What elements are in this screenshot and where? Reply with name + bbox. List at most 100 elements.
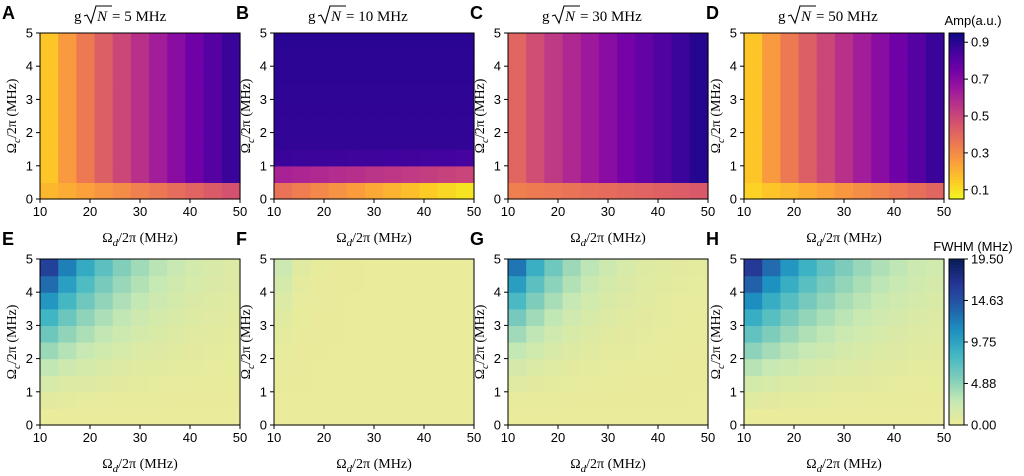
heatmap-cell <box>203 182 223 200</box>
heatmap-cell <box>925 116 945 134</box>
heatmap-cell <box>889 325 909 343</box>
colorbar-segment <box>949 344 964 349</box>
title-suffix: = 30 MHz <box>580 9 642 25</box>
heatmap-cell <box>130 292 150 310</box>
heatmap-cell <box>401 375 421 393</box>
heatmap-cell <box>580 308 600 326</box>
y-tick-label: 5 <box>26 26 33 41</box>
heatmap-cell <box>889 49 909 67</box>
heatmap-cell <box>167 182 187 200</box>
heatmap-cell <box>544 49 564 67</box>
heatmap-cell <box>310 165 330 183</box>
heatmap-cell <box>419 308 439 326</box>
panel-B: 10 20 30 40 50 0 1 2 3 4 5 Ωd/2π (MHz) Ωc/2π (MHz) B g… <box>236 3 481 249</box>
heatmap-cell <box>671 375 691 393</box>
heatmap-cell <box>167 375 187 393</box>
heatmap-cell <box>383 149 402 167</box>
heatmap-cell <box>834 342 854 360</box>
heatmap-cell <box>149 342 168 360</box>
heatmap-cell <box>853 391 872 409</box>
heatmap-cell <box>112 358 132 376</box>
heatmap-cell <box>853 275 872 293</box>
colorbar-segment <box>949 85 964 89</box>
colorbar-segment <box>949 185 964 189</box>
heatmap-cell <box>383 99 402 117</box>
heatmap-cell <box>401 132 421 150</box>
heatmap-cell <box>94 308 114 326</box>
x-tick-label: 20 <box>83 204 97 219</box>
heatmap-cell <box>689 165 709 183</box>
heatmap-cell <box>562 33 582 51</box>
heatmap-cell <box>310 33 330 51</box>
heatmap-cell <box>689 149 709 167</box>
heatmap-cell <box>780 292 800 310</box>
colorbar-segment <box>949 171 964 175</box>
colorbar-tick-label: 19.50 <box>971 252 1004 267</box>
heatmap-cell <box>130 358 150 376</box>
heatmap-cell <box>526 82 545 100</box>
x-tick-label: 30 <box>133 204 147 219</box>
heatmap-cell <box>780 66 800 84</box>
heatmap-cell <box>780 375 800 393</box>
heatmap-cell <box>292 33 311 51</box>
heatmap-cell <box>76 116 96 134</box>
heatmap-cell <box>310 292 330 310</box>
heatmap-cell <box>834 99 854 117</box>
heatmap-cell <box>346 149 366 167</box>
heatmap-cell <box>94 408 114 426</box>
heatmap-cell <box>780 33 800 51</box>
amp-colorbar: 0.1 0.3 0.5 0.7 0.9 Amp(a.u.) <box>944 13 1002 200</box>
heatmap-cell <box>780 165 800 183</box>
heatmap-cell <box>508 33 527 51</box>
heatmap-cell <box>455 325 475 343</box>
heatmap-cell <box>580 375 600 393</box>
y-tick-label: 0 <box>730 192 737 207</box>
heatmap-cell <box>185 49 205 67</box>
heatmap-cell <box>889 182 909 200</box>
heatmap-cell <box>762 292 781 310</box>
heatmap-cell <box>798 149 818 167</box>
heatmap-cell <box>455 342 475 360</box>
heatmap-cell <box>149 149 168 167</box>
heatmap-cell <box>671 33 691 51</box>
heatmap-cell <box>76 132 96 150</box>
colorbar-segment <box>949 259 964 263</box>
heatmap-cell <box>671 66 691 84</box>
heatmap-cell <box>762 275 781 293</box>
heatmap-cell <box>455 375 475 393</box>
heatmap-cell <box>167 33 187 51</box>
heatmap-cell <box>580 149 600 167</box>
heatmap-cell <box>383 292 402 310</box>
heatmap-cell <box>871 116 891 134</box>
heatmap-cell <box>437 375 457 393</box>
heatmap-cell <box>762 116 781 134</box>
colorbar-segment <box>949 355 964 360</box>
heatmap-cell <box>798 325 818 343</box>
x-tick-label: 10 <box>267 430 281 445</box>
heatmap-cell <box>167 49 187 67</box>
heatmap-cell <box>907 391 927 409</box>
heatmap-cell <box>671 358 691 376</box>
heatmap-cell <box>149 49 168 67</box>
heatmap-cell <box>185 99 205 117</box>
heatmap-cell <box>76 66 96 84</box>
colorbar-segment <box>949 93 964 98</box>
heatmap-cell <box>76 275 96 293</box>
heatmap-cell <box>383 132 402 150</box>
heatmap-cell <box>149 292 168 310</box>
colorbar-segment <box>949 422 964 426</box>
heatmap-cell <box>580 259 600 277</box>
heatmap-cell <box>798 49 818 67</box>
heatmap-cell <box>149 325 168 343</box>
heatmap-cell <box>94 391 114 409</box>
heatmap-cell <box>889 391 909 409</box>
heatmap-cell <box>798 259 818 277</box>
heatmap-cell <box>112 82 132 100</box>
heatmap-cell <box>437 33 457 51</box>
heatmap-cell <box>598 275 618 293</box>
heatmap-cell <box>780 49 800 67</box>
heatmap-cell <box>221 132 241 150</box>
heatmap-cell <box>364 132 384 150</box>
heatmap-cell <box>580 342 600 360</box>
heatmap-cell <box>203 132 223 150</box>
